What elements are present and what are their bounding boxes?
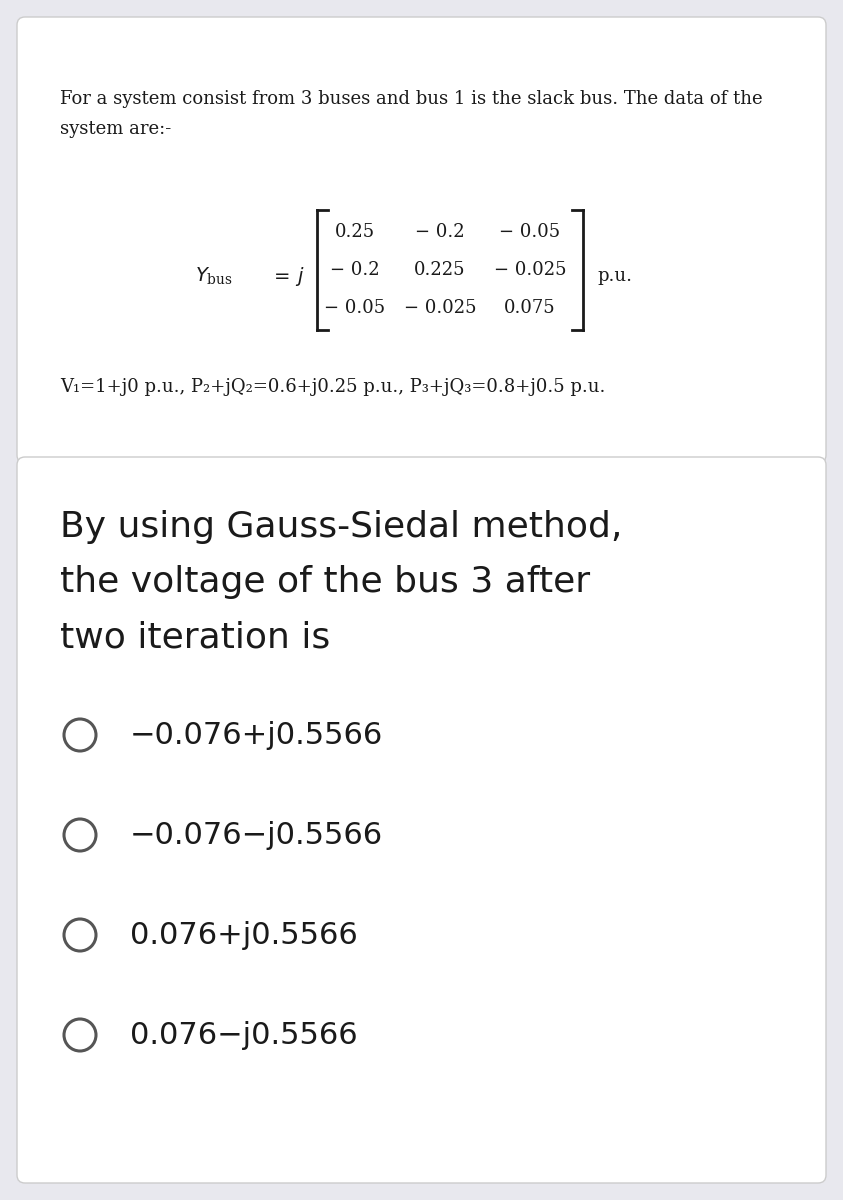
Text: V₁=1+j0 p.u., P₂+jQ₂=0.6+j0.25 p.u., P₃+jQ₃=0.8+j0.5 p.u.: V₁=1+j0 p.u., P₂+jQ₂=0.6+j0.25 p.u., P₃+…	[60, 378, 605, 396]
Text: − 0.05: − 0.05	[499, 223, 561, 241]
Text: − 0.025: − 0.025	[404, 299, 476, 317]
Text: system are:-: system are:-	[60, 120, 171, 138]
Text: − 0.025: − 0.025	[494, 260, 566, 278]
Text: p.u.: p.u.	[597, 266, 632, 284]
Text: 0.076+j0.5566: 0.076+j0.5566	[130, 920, 357, 949]
FancyBboxPatch shape	[17, 17, 826, 463]
Text: −0.076−j0.5566: −0.076−j0.5566	[130, 821, 383, 850]
Text: By using Gauss-Siedal method,: By using Gauss-Siedal method,	[60, 510, 622, 544]
Text: 0.075: 0.075	[504, 299, 556, 317]
Text: $Y_{\mathregular{bus}}$: $Y_{\mathregular{bus}}$	[195, 265, 233, 287]
Text: $= \, j$: $= \, j$	[270, 264, 304, 288]
Text: − 0.05: − 0.05	[325, 299, 385, 317]
Text: −0.076+j0.5566: −0.076+j0.5566	[130, 720, 384, 750]
Text: two iteration is: two iteration is	[60, 620, 330, 654]
Text: 0.076−j0.5566: 0.076−j0.5566	[130, 1020, 357, 1050]
Text: the voltage of the bus 3 after: the voltage of the bus 3 after	[60, 565, 590, 599]
Text: For a system consist from 3 buses and bus 1 is the slack bus. The data of the: For a system consist from 3 buses and bu…	[60, 90, 763, 108]
Text: − 0.2: − 0.2	[416, 223, 464, 241]
Text: − 0.2: − 0.2	[330, 260, 380, 278]
FancyBboxPatch shape	[17, 457, 826, 1183]
Text: 0.225: 0.225	[414, 260, 465, 278]
Text: 0.25: 0.25	[335, 223, 375, 241]
